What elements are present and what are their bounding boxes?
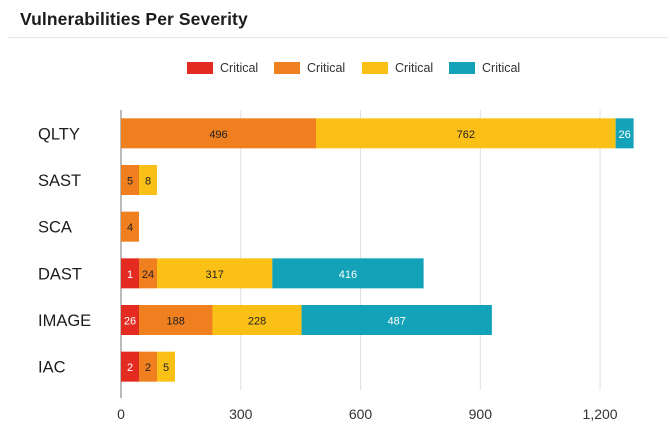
legend-label: Critical	[307, 61, 346, 75]
bar-segment	[316, 118, 616, 149]
bar-segment	[121, 351, 139, 382]
bar-segment	[301, 305, 492, 335]
data-label: 4	[127, 222, 133, 234]
bar-segment	[121, 211, 139, 242]
bar-segment	[157, 351, 175, 382]
bar-segment	[615, 118, 634, 149]
title-divider	[8, 37, 668, 38]
bar-segment	[121, 305, 139, 335]
data-label: 26	[124, 316, 136, 328]
x-tick-label: 900	[469, 406, 493, 422]
bar-segment	[139, 305, 213, 335]
data-label: 2	[127, 362, 133, 374]
bar-segment	[212, 305, 302, 335]
data-label: 188	[167, 316, 185, 328]
legend-item: Critical	[187, 60, 258, 76]
category-label: IMAGE	[38, 312, 91, 330]
category-label: SAST	[38, 172, 81, 190]
data-label: 5	[163, 362, 169, 374]
bar-segment	[157, 258, 273, 289]
data-label: 5	[127, 176, 133, 188]
x-tick-label: 600	[349, 406, 373, 422]
chart-title: Vulnerabilities Per Severity	[20, 9, 248, 29]
legend: Critical Critical Critical Critical	[0, 60, 670, 76]
bar-segment	[139, 165, 157, 195]
legend-label: Critical	[395, 61, 434, 75]
x-tick-label: 300	[229, 406, 253, 422]
category-label: QLTY	[38, 125, 80, 143]
bar-segment	[139, 258, 157, 289]
bar-segment	[121, 118, 317, 149]
data-label: 2	[145, 362, 151, 374]
data-label: 416	[339, 269, 357, 281]
data-label: 8	[145, 176, 151, 188]
legend-swatch	[362, 62, 388, 74]
category-label: DAST	[38, 265, 82, 283]
legend-item: Critical	[362, 60, 433, 76]
legend-swatch	[274, 62, 300, 74]
data-label: 24	[142, 269, 154, 281]
data-label: 496	[209, 129, 227, 141]
legend-label: Critical	[220, 61, 259, 75]
bar-segment	[139, 351, 157, 382]
data-label: 317	[205, 269, 223, 281]
legend-item: Critical	[274, 60, 345, 76]
category-label: SCA	[38, 219, 72, 237]
legend-swatch	[187, 62, 213, 74]
x-tick-label: 1,200	[583, 406, 618, 422]
data-label: 228	[248, 316, 266, 328]
legend-item: Critical	[449, 60, 520, 76]
data-label: 1	[127, 269, 133, 281]
data-label: 762	[457, 129, 475, 141]
legend-swatch	[449, 62, 475, 74]
bar-segment	[272, 258, 424, 289]
data-label: 26	[618, 129, 630, 141]
legend-label: Critical	[482, 61, 521, 75]
x-tick-label: 0	[117, 406, 125, 422]
bar-segment	[121, 258, 139, 289]
bar-segment	[121, 165, 139, 195]
data-label: 487	[388, 316, 406, 328]
category-label: IAC	[38, 359, 66, 377]
